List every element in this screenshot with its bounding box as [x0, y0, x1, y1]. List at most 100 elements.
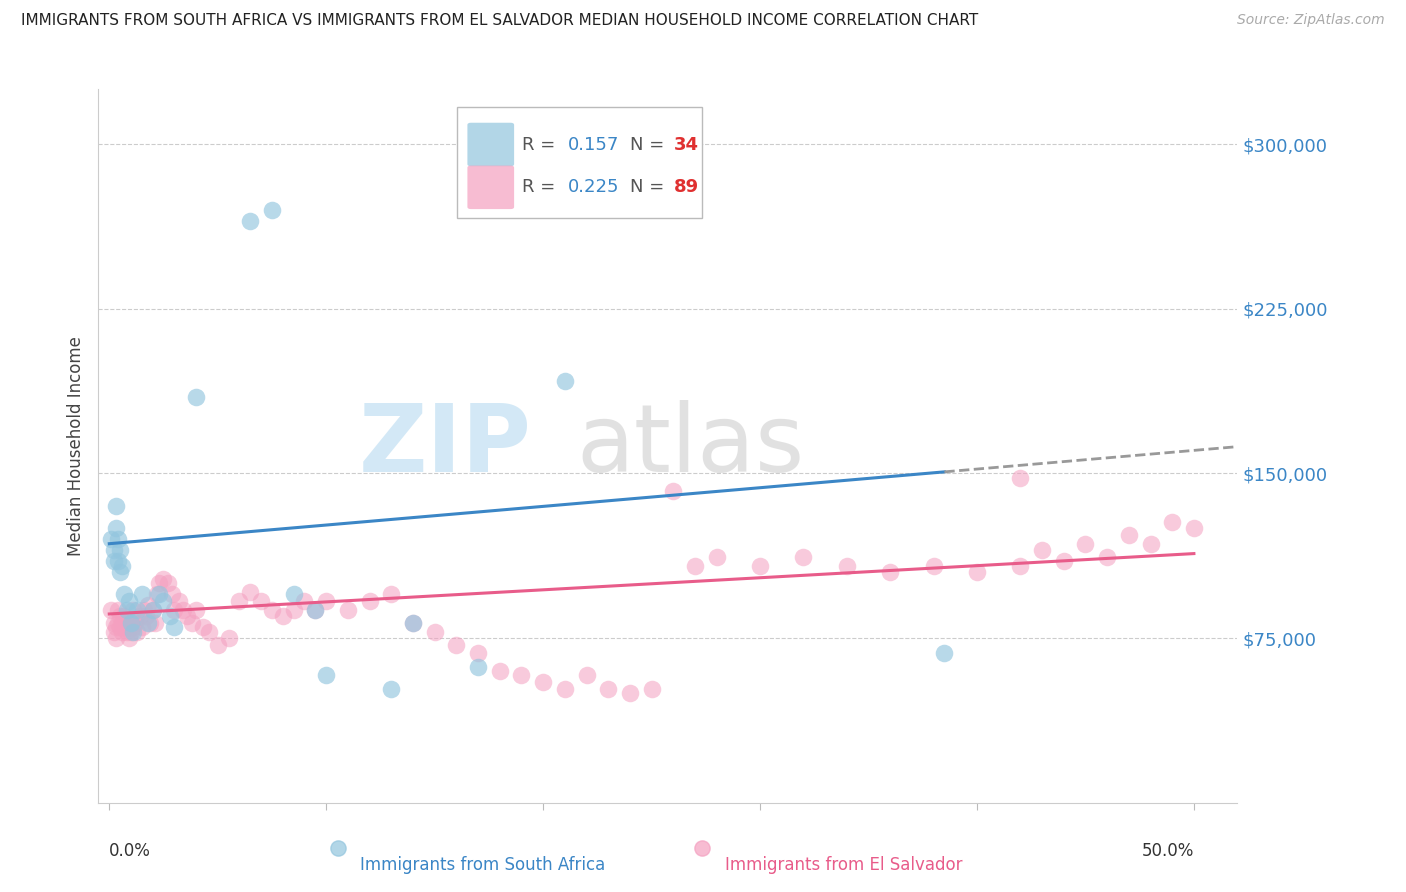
Point	[148, 576, 170, 591]
Point	[706, 549, 728, 564]
Point	[122, 620, 145, 634]
Point	[304, 602, 326, 616]
Point	[136, 615, 159, 630]
Point	[598, 681, 620, 696]
Point	[749, 558, 772, 573]
Point	[120, 615, 142, 630]
Point	[198, 624, 221, 639]
Point	[879, 566, 901, 580]
Point	[104, 620, 127, 634]
Point	[115, 624, 138, 639]
Point	[1139, 537, 1161, 551]
Point	[120, 624, 142, 639]
Text: atlas: atlas	[576, 400, 806, 492]
Point	[1095, 549, 1118, 564]
Text: Source: ZipAtlas.com: Source: ZipAtlas.com	[1237, 13, 1385, 28]
Point	[662, 483, 685, 498]
Point	[467, 659, 489, 673]
Point	[122, 624, 145, 639]
Point	[131, 587, 153, 601]
Point	[1074, 537, 1097, 551]
Text: 50.0%: 50.0%	[1142, 842, 1194, 860]
Text: R =: R =	[522, 136, 561, 153]
Text: ZIP: ZIP	[359, 400, 531, 492]
Point	[1161, 515, 1184, 529]
Point	[554, 681, 576, 696]
Point	[380, 587, 402, 601]
Point	[111, 624, 134, 639]
Point	[148, 587, 170, 601]
Point	[103, 554, 125, 568]
Point	[118, 620, 141, 634]
Point	[207, 638, 229, 652]
Point	[163, 620, 186, 634]
Point	[135, 609, 157, 624]
Text: N =: N =	[630, 178, 671, 196]
Point	[142, 602, 165, 616]
Point	[191, 620, 214, 634]
Point	[104, 521, 127, 535]
FancyBboxPatch shape	[467, 123, 515, 166]
Point	[1182, 521, 1205, 535]
Point	[283, 602, 305, 616]
Point	[115, 615, 138, 630]
Point	[114, 609, 136, 624]
Point	[132, 602, 155, 616]
Point	[966, 566, 988, 580]
Point	[111, 558, 134, 573]
Point	[315, 668, 337, 682]
FancyBboxPatch shape	[457, 107, 702, 218]
Text: 0.0%: 0.0%	[110, 842, 150, 860]
Point	[100, 602, 122, 616]
Point	[260, 202, 283, 217]
Point	[143, 615, 166, 630]
Point	[107, 554, 129, 568]
Point	[260, 602, 283, 616]
Point	[184, 602, 207, 616]
Point	[792, 549, 814, 564]
Point	[1118, 528, 1140, 542]
Point	[554, 374, 576, 388]
Point	[619, 686, 641, 700]
Point	[1010, 471, 1032, 485]
Point	[1010, 558, 1032, 573]
Point	[160, 587, 183, 601]
Point	[127, 602, 149, 616]
Point	[683, 558, 706, 573]
Text: Immigrants from El Salvador: Immigrants from El Salvador	[725, 856, 962, 874]
Point	[107, 533, 129, 547]
Point	[423, 624, 446, 639]
Point	[488, 664, 510, 678]
Point	[115, 602, 138, 616]
Point	[531, 675, 554, 690]
Point	[108, 620, 131, 634]
Text: 0.157: 0.157	[568, 136, 619, 153]
Point	[640, 681, 662, 696]
Point	[103, 543, 125, 558]
Point	[104, 500, 127, 514]
Point	[118, 594, 141, 608]
Point	[228, 594, 250, 608]
Point	[136, 598, 159, 612]
Point	[294, 594, 316, 608]
Point	[111, 615, 134, 630]
Point	[446, 638, 468, 652]
Point	[218, 631, 240, 645]
Text: Immigrants from South Africa: Immigrants from South Africa	[360, 856, 606, 874]
Point	[108, 566, 131, 580]
Point	[180, 615, 202, 630]
Point	[250, 594, 273, 608]
Point	[103, 615, 125, 630]
Point	[114, 620, 136, 634]
Point	[467, 647, 489, 661]
Point	[184, 390, 207, 404]
Text: IMMIGRANTS FROM SOUTH AFRICA VS IMMIGRANTS FROM EL SALVADOR MEDIAN HOUSEHOLD INC: IMMIGRANTS FROM SOUTH AFRICA VS IMMIGRAN…	[21, 13, 979, 29]
Point	[131, 620, 153, 634]
Point	[934, 647, 956, 661]
Point	[127, 624, 149, 639]
Point	[104, 631, 127, 645]
Point	[304, 602, 326, 616]
Point	[120, 615, 142, 630]
Point	[100, 533, 122, 547]
Point	[239, 585, 262, 599]
